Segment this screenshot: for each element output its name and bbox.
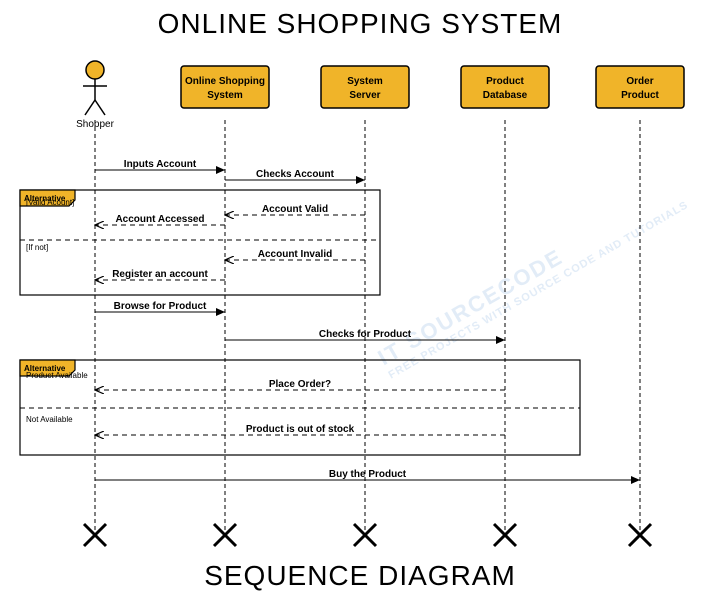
actor-label: Server (349, 90, 380, 101)
actor-box (596, 66, 684, 108)
message-label: Account Invalid (258, 249, 332, 260)
message-label: Account Accessed (115, 214, 204, 225)
actor-label: Online Shopping (185, 76, 265, 87)
guard-condition: [If not] (26, 243, 48, 252)
actor-box (461, 66, 549, 108)
message-label: Product is out of stock (246, 424, 355, 435)
message-label: Checks Account (256, 169, 335, 180)
message-label: Register an account (112, 269, 208, 280)
guard-condition: [Valid Acount] (26, 198, 74, 207)
message-label: Buy the Product (329, 469, 407, 480)
message-label: Account Valid (262, 204, 328, 215)
actor-label: System (347, 76, 383, 87)
message-label: Checks for Product (319, 329, 412, 340)
guard-condition: Product Available (26, 371, 88, 380)
actor-label: Database (483, 90, 528, 101)
actor-label: System (207, 90, 243, 101)
actor-box (321, 66, 409, 108)
message-label: Inputs Account (124, 159, 197, 170)
message-label: Browse for Product (114, 301, 207, 312)
message-label: Place Order? (269, 379, 331, 390)
actor-label: Order (626, 76, 653, 87)
guard-condition: Not Available (26, 415, 73, 424)
actor-box (181, 66, 269, 108)
actor-head (86, 61, 104, 79)
sequence-diagram: ShopperOnline ShoppingSystemSystemServer… (0, 0, 720, 600)
actor-label: Product (621, 90, 659, 101)
actor-label: Product (486, 76, 524, 87)
